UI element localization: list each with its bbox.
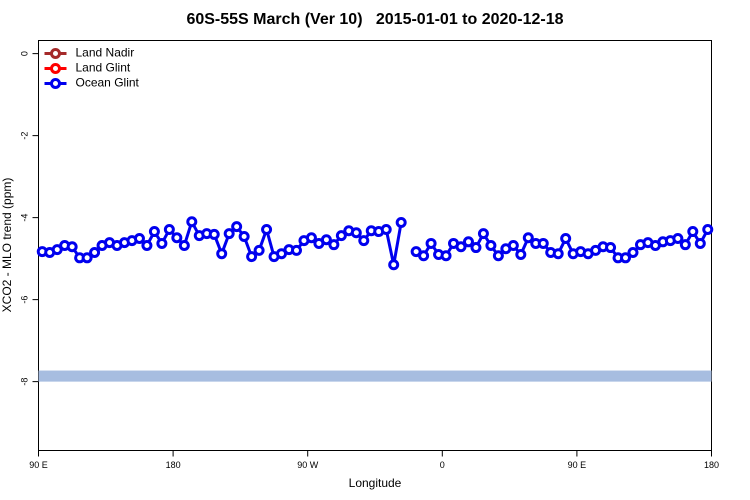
- x-tick-label: 180: [166, 460, 181, 470]
- legend-swatch: [50, 78, 61, 89]
- data-point: [290, 244, 302, 256]
- data-point: [81, 252, 93, 264]
- data-point: [560, 233, 572, 245]
- x-tick-label: 90 E: [29, 460, 48, 470]
- data-point: [455, 241, 467, 253]
- reference-band: [38, 370, 712, 382]
- y-tick-label: -4: [19, 214, 29, 222]
- data-point: [208, 228, 220, 240]
- data-point: [470, 242, 482, 254]
- data-point: [477, 228, 489, 240]
- legend-label: Land Nadir: [76, 46, 135, 60]
- data-point: [89, 246, 101, 258]
- data-point: [231, 221, 243, 233]
- data-point: [156, 237, 168, 249]
- data-point: [440, 250, 452, 262]
- data-point: [335, 230, 347, 242]
- y-axis-label: XCO2 - MLO trend (ppm): [0, 178, 14, 313]
- data-point: [66, 241, 78, 253]
- data-point: [186, 216, 198, 228]
- data-point: [148, 226, 160, 238]
- data-point: [261, 224, 273, 236]
- data-point: [672, 233, 684, 245]
- plot-frame: [38, 40, 712, 451]
- y-tick-label: -6: [19, 296, 29, 304]
- data-point: [305, 232, 317, 244]
- data-point: [246, 251, 258, 263]
- data-point: [238, 230, 250, 242]
- y-tick-label: -8: [19, 378, 29, 386]
- chart-title: 60S-55S March (Ver 10) 2015-01-01 to 202…: [186, 11, 563, 28]
- x-tick-label: 180: [704, 460, 719, 470]
- data-point: [395, 217, 407, 229]
- data-point: [694, 237, 706, 249]
- data-point: [141, 240, 153, 251]
- data-point: [522, 232, 534, 244]
- data-point: [418, 250, 430, 262]
- data-point: [223, 228, 235, 240]
- x-tick-label: 90 W: [297, 460, 319, 470]
- x-tick-label: 0: [440, 460, 445, 470]
- data-point: [328, 239, 340, 251]
- y-tick-label: 0: [19, 51, 29, 56]
- data-point: [507, 240, 519, 251]
- legend-label: Ocean Glint: [76, 76, 140, 90]
- x-axis-label: Longitude: [349, 476, 402, 490]
- data-point: [515, 249, 527, 261]
- data-point: [216, 248, 228, 260]
- data-point: [537, 237, 549, 249]
- y-tick-label: -2: [19, 132, 29, 140]
- data-point: [679, 239, 691, 251]
- data-point: [178, 240, 190, 251]
- data-point: [492, 250, 504, 262]
- data-point: [320, 234, 332, 246]
- data-point: [485, 240, 497, 251]
- data-point: [133, 233, 145, 245]
- data-point: [350, 227, 362, 239]
- data-point: [605, 242, 617, 254]
- data-point: [552, 248, 564, 260]
- data-point: [627, 246, 639, 258]
- data-point: [620, 252, 632, 264]
- data-point: [462, 236, 474, 248]
- x-tick-label: 90 E: [568, 460, 587, 470]
- data-point: [163, 224, 175, 236]
- data-point: [380, 224, 392, 236]
- data-point: [687, 226, 699, 238]
- data-point: [358, 235, 370, 247]
- data-point: [171, 232, 183, 244]
- data-point: [253, 244, 265, 256]
- legend-swatch: [50, 63, 61, 74]
- data-point: [425, 237, 437, 249]
- legend-label: Land Glint: [76, 61, 131, 75]
- legend-swatch: [50, 48, 61, 59]
- data-point: [702, 224, 714, 236]
- data-point: [388, 259, 400, 271]
